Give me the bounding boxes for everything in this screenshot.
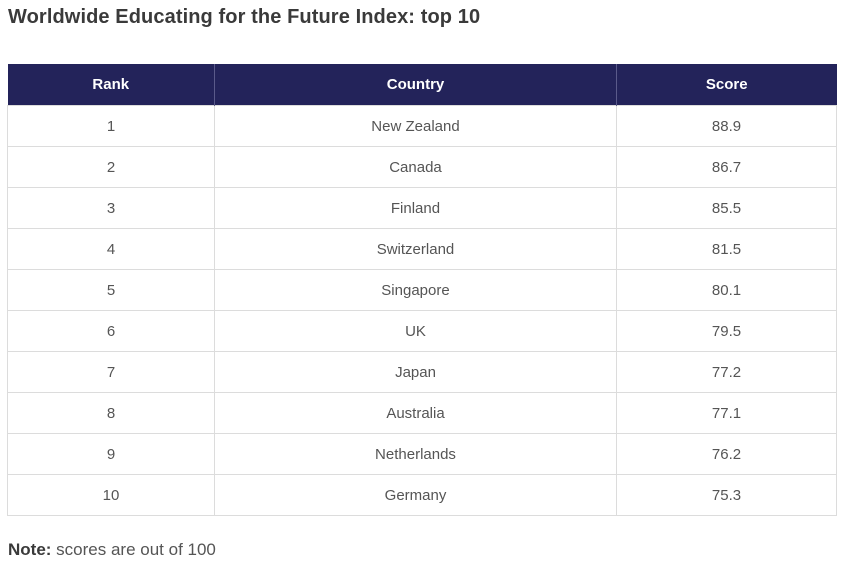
score-cell: 86.7: [616, 146, 837, 188]
column-header-score: Score: [616, 64, 837, 106]
table-header: Rank Country Score: [7, 64, 837, 106]
score-cell: 88.9: [616, 105, 837, 147]
rank-cell: 8: [7, 392, 215, 434]
country-cell: UK: [214, 310, 617, 352]
table-row: 6 UK 79.5: [7, 310, 837, 352]
table-row: 2 Canada 86.7: [7, 146, 837, 188]
column-header-country: Country: [214, 64, 617, 106]
table-row: 7 Japan 77.2: [7, 351, 837, 393]
score-cell: 75.3: [616, 474, 837, 516]
rank-cell: 1: [7, 105, 215, 147]
rank-cell: 6: [7, 310, 215, 352]
country-cell: Netherlands: [214, 433, 617, 475]
score-cell: 85.5: [616, 187, 837, 229]
page-title: Worldwide Educating for the Future Index…: [8, 6, 481, 28]
country-cell: Germany: [214, 474, 617, 516]
country-cell: Switzerland: [214, 228, 617, 270]
table-row: 9 Netherlands 76.2: [7, 433, 837, 475]
country-cell: Canada: [214, 146, 617, 188]
rank-cell: 7: [7, 351, 215, 393]
rank-cell: 10: [7, 474, 215, 516]
table-row: 4 Switzerland 81.5: [7, 228, 837, 270]
note-text: scores are out of 100: [51, 540, 216, 559]
country-cell: Australia: [214, 392, 617, 434]
rank-cell: 9: [7, 433, 215, 475]
note-label: Note:: [8, 540, 52, 559]
table-row: 10 Germany 75.3: [7, 474, 837, 516]
footnote: Note: scores are out of 100: [8, 540, 216, 560]
table-row: 5 Singapore 80.1: [7, 269, 837, 311]
table-row: 1 New Zealand 88.9: [7, 105, 837, 147]
score-cell: 76.2: [616, 433, 837, 475]
rank-cell: 2: [7, 146, 215, 188]
country-cell: Singapore: [214, 269, 617, 311]
country-cell: Japan: [214, 351, 617, 393]
column-header-rank: Rank: [7, 64, 215, 106]
ranking-table: Rank Country Score 1 New Zealand 88.9 2 …: [7, 64, 837, 516]
table-row: 8 Australia 77.1: [7, 392, 837, 434]
score-cell: 77.1: [616, 392, 837, 434]
score-cell: 81.5: [616, 228, 837, 270]
score-cell: 77.2: [616, 351, 837, 393]
rank-cell: 3: [7, 187, 215, 229]
table-header-row: Rank Country Score: [7, 64, 837, 106]
table-body: 1 New Zealand 88.9 2 Canada 86.7 3 Finla…: [7, 105, 837, 516]
rank-cell: 4: [7, 228, 215, 270]
score-cell: 79.5: [616, 310, 837, 352]
score-cell: 80.1: [616, 269, 837, 311]
country-cell: New Zealand: [214, 105, 617, 147]
rank-cell: 5: [7, 269, 215, 311]
country-cell: Finland: [214, 187, 617, 229]
table-row: 3 Finland 85.5: [7, 187, 837, 229]
